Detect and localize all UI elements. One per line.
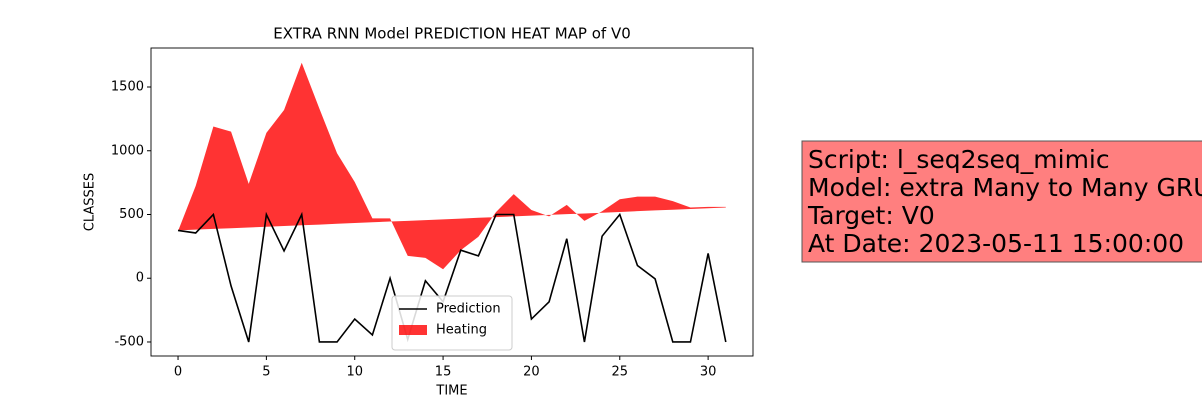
x-tick-label: 5 <box>262 365 270 380</box>
y-tick-label: -500 <box>114 334 144 349</box>
legend-label: Prediction <box>436 302 501 317</box>
y-tick-label: 1500 <box>111 80 144 95</box>
x-tick-label: 30 <box>700 365 717 380</box>
x-tick-label: 20 <box>523 365 540 380</box>
annotation-bg <box>801 140 1202 263</box>
x-tick-label: 25 <box>611 365 628 380</box>
annotation-line: At Date: 2023-05-11 15:00:00 <box>808 229 1184 258</box>
y-tick-label: 0 <box>136 271 144 286</box>
y-tick-label: 1000 <box>111 143 144 158</box>
chart-title: EXTRA RNN Model PREDICTION HEAT MAP of V… <box>273 25 631 43</box>
y-tick-label: 500 <box>119 207 144 222</box>
annotation-line: Target: V0 <box>807 201 935 230</box>
prediction-line <box>177 211 727 343</box>
heating-area <box>178 62 726 270</box>
legend-label: Heating <box>436 323 487 338</box>
legend: Prediction Heating <box>391 295 513 351</box>
x-tick-label: 15 <box>435 365 452 380</box>
x-tick-label: 0 <box>174 365 182 380</box>
plot-frame <box>150 47 754 357</box>
x-axis-label: TIME <box>435 384 467 399</box>
legend-swatch <box>399 325 427 335</box>
annotation-line: Script: l_seq2seq_mimic <box>808 145 1110 174</box>
y-axis-label: CLASSES <box>83 173 98 231</box>
x-tick-label: 10 <box>346 365 363 380</box>
annotation-line: Model: extra Many to Many GRU <box>808 173 1202 202</box>
